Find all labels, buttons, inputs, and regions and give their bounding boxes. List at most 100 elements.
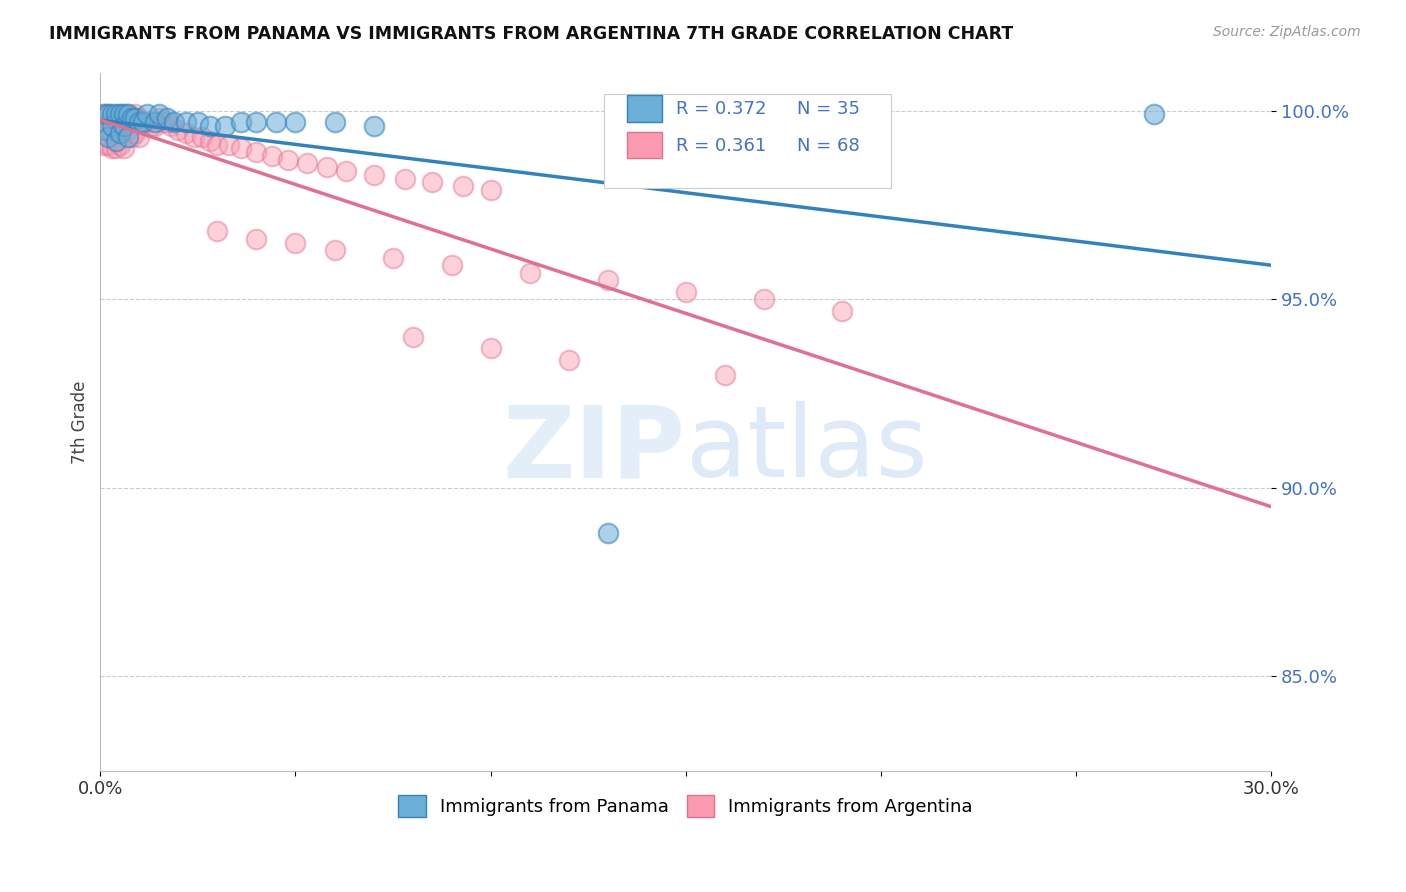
Point	[156, 115, 179, 129]
Point	[596, 273, 619, 287]
Point	[136, 115, 159, 129]
Point	[93, 122, 115, 136]
Point	[104, 107, 127, 121]
Point	[124, 112, 146, 126]
Point	[117, 122, 139, 136]
Point	[104, 126, 127, 140]
Point	[117, 107, 139, 121]
Point	[121, 130, 143, 145]
Point	[479, 183, 502, 197]
Point	[101, 126, 124, 140]
Point	[187, 115, 209, 129]
Point	[112, 107, 135, 121]
Point	[93, 107, 115, 121]
Point	[101, 141, 124, 155]
Point	[1143, 107, 1166, 121]
Point	[214, 119, 236, 133]
Point	[284, 235, 307, 250]
Point	[104, 112, 127, 126]
Point	[97, 107, 120, 121]
Point	[132, 115, 155, 129]
Point	[229, 115, 252, 129]
Point	[264, 115, 287, 129]
Point	[104, 134, 127, 148]
Point	[97, 122, 120, 136]
Point	[245, 145, 267, 160]
Point	[163, 115, 186, 129]
Point	[245, 232, 267, 246]
Point	[112, 126, 135, 140]
Point	[363, 119, 385, 133]
Point	[191, 130, 214, 145]
Point	[101, 112, 124, 126]
Point	[183, 130, 205, 145]
Legend: Immigrants from Panama, Immigrants from Argentina: Immigrants from Panama, Immigrants from …	[391, 788, 980, 824]
Point	[401, 330, 423, 344]
Point	[108, 107, 131, 121]
Point	[382, 251, 405, 265]
Point	[159, 119, 181, 133]
Text: IMMIGRANTS FROM PANAMA VS IMMIGRANTS FROM ARGENTINA 7TH GRADE CORRELATION CHART: IMMIGRANTS FROM PANAMA VS IMMIGRANTS FRO…	[49, 25, 1014, 43]
Point	[260, 149, 283, 163]
Point	[323, 115, 346, 129]
Point	[323, 244, 346, 258]
Point	[198, 134, 221, 148]
Point	[104, 141, 127, 155]
Point	[97, 107, 120, 121]
Point	[124, 126, 146, 140]
Point	[713, 368, 735, 382]
Point	[143, 115, 166, 129]
Point	[284, 115, 307, 129]
Point	[156, 112, 179, 126]
Point	[128, 112, 150, 126]
Point	[152, 115, 174, 129]
Point	[121, 112, 143, 126]
Point	[519, 266, 541, 280]
Point	[174, 126, 197, 140]
Text: N = 35: N = 35	[797, 100, 860, 119]
Point	[277, 153, 299, 167]
Point	[108, 122, 131, 136]
Text: R = 0.361: R = 0.361	[676, 136, 766, 154]
Point	[97, 137, 120, 152]
Point	[136, 107, 159, 121]
Point	[108, 126, 131, 140]
Point	[174, 115, 197, 129]
Point	[207, 224, 229, 238]
Point	[112, 141, 135, 155]
Point	[167, 122, 190, 136]
Point	[363, 168, 385, 182]
Point	[315, 161, 337, 175]
Point	[440, 258, 463, 272]
Point	[121, 112, 143, 126]
Point	[148, 107, 170, 121]
FancyBboxPatch shape	[603, 94, 890, 188]
Point	[101, 119, 124, 133]
Point	[148, 112, 170, 126]
Point	[143, 119, 166, 133]
Point	[108, 107, 131, 121]
Point	[139, 119, 162, 133]
Point	[198, 119, 221, 133]
Point	[108, 137, 131, 152]
Point	[128, 115, 150, 129]
FancyBboxPatch shape	[627, 95, 662, 122]
Point	[453, 179, 475, 194]
Point	[752, 292, 775, 306]
Text: N = 68: N = 68	[797, 136, 859, 154]
Point	[132, 115, 155, 129]
Point	[117, 130, 139, 145]
Text: atlas: atlas	[686, 401, 928, 499]
Point	[335, 164, 357, 178]
Point	[117, 107, 139, 121]
Point	[675, 285, 697, 299]
FancyBboxPatch shape	[627, 132, 662, 158]
Y-axis label: 7th Grade: 7th Grade	[72, 380, 89, 464]
Point	[295, 156, 318, 170]
Point	[93, 122, 115, 136]
Text: ZIP: ZIP	[503, 401, 686, 499]
Point	[207, 137, 229, 152]
Text: Source: ZipAtlas.com: Source: ZipAtlas.com	[1213, 25, 1361, 39]
Point	[93, 137, 115, 152]
Point	[112, 112, 135, 126]
